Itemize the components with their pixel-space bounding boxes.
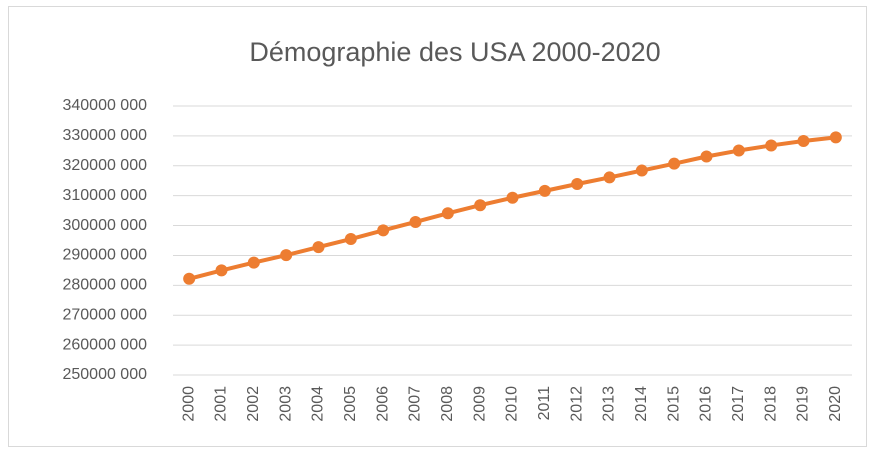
x-tick-label: 2020: [827, 386, 844, 422]
y-tick-label: 290000 000: [62, 247, 147, 264]
marker: [829, 131, 842, 144]
x-tick-label: 2016: [698, 386, 715, 422]
marker: [668, 157, 681, 170]
marker: [765, 139, 778, 152]
marker: [732, 144, 745, 157]
marker: [797, 134, 810, 147]
marker: [344, 233, 357, 246]
x-tick-label: 2001: [213, 386, 230, 422]
x-tick-label: 2013: [601, 386, 618, 422]
y-tick-label: 340000 000: [62, 97, 147, 114]
marker: [183, 272, 196, 285]
marker: [312, 241, 325, 254]
x-tick-label: 2014: [633, 386, 650, 422]
marker: [603, 171, 616, 184]
marker: [280, 249, 293, 262]
x-tick-label: 2012: [568, 386, 585, 422]
x-tick-label: 2008: [439, 386, 456, 422]
y-tick-label: 280000 000: [62, 277, 147, 294]
x-tick-label: 2019: [795, 386, 812, 422]
marker: [247, 256, 260, 269]
y-tick-label: 270000 000: [62, 306, 147, 323]
marker: [441, 207, 454, 220]
marker: [506, 191, 519, 204]
x-tick-label: 2004: [310, 386, 327, 422]
x-tick-label: 2015: [665, 386, 682, 422]
x-tick-label: 2018: [762, 386, 779, 422]
x-tick-label: 2007: [407, 386, 424, 422]
chart-title: Démographie des USA 2000-2020: [249, 37, 660, 67]
x-tick-label: 2009: [471, 386, 488, 422]
y-tick-label: 260000 000: [62, 336, 147, 353]
marker: [635, 164, 648, 177]
x-tick-label: 2010: [504, 386, 521, 422]
x-tick-label: 2002: [245, 386, 262, 422]
y-tick-label: 330000 000: [62, 127, 147, 144]
y-tick-label: 310000 000: [62, 187, 147, 204]
x-tick-label: 2003: [277, 386, 294, 422]
marker: [571, 178, 584, 191]
x-tick-label: 2011: [536, 386, 553, 421]
x-tick-label: 2000: [180, 386, 197, 422]
y-tick-label: 250000 000: [62, 366, 147, 383]
marker: [409, 215, 422, 228]
x-tick-label: 2017: [730, 386, 747, 422]
marker: [538, 184, 551, 197]
marker: [215, 264, 228, 277]
y-tick-label: 300000 000: [62, 217, 147, 234]
x-tick-label: 2005: [342, 386, 359, 422]
marker: [700, 150, 713, 163]
y-tick-label: 320000 000: [62, 157, 147, 174]
chart-frame: [8, 6, 867, 447]
x-tick-label: 2006: [374, 386, 391, 422]
marker: [377, 224, 390, 237]
marker: [474, 199, 487, 212]
